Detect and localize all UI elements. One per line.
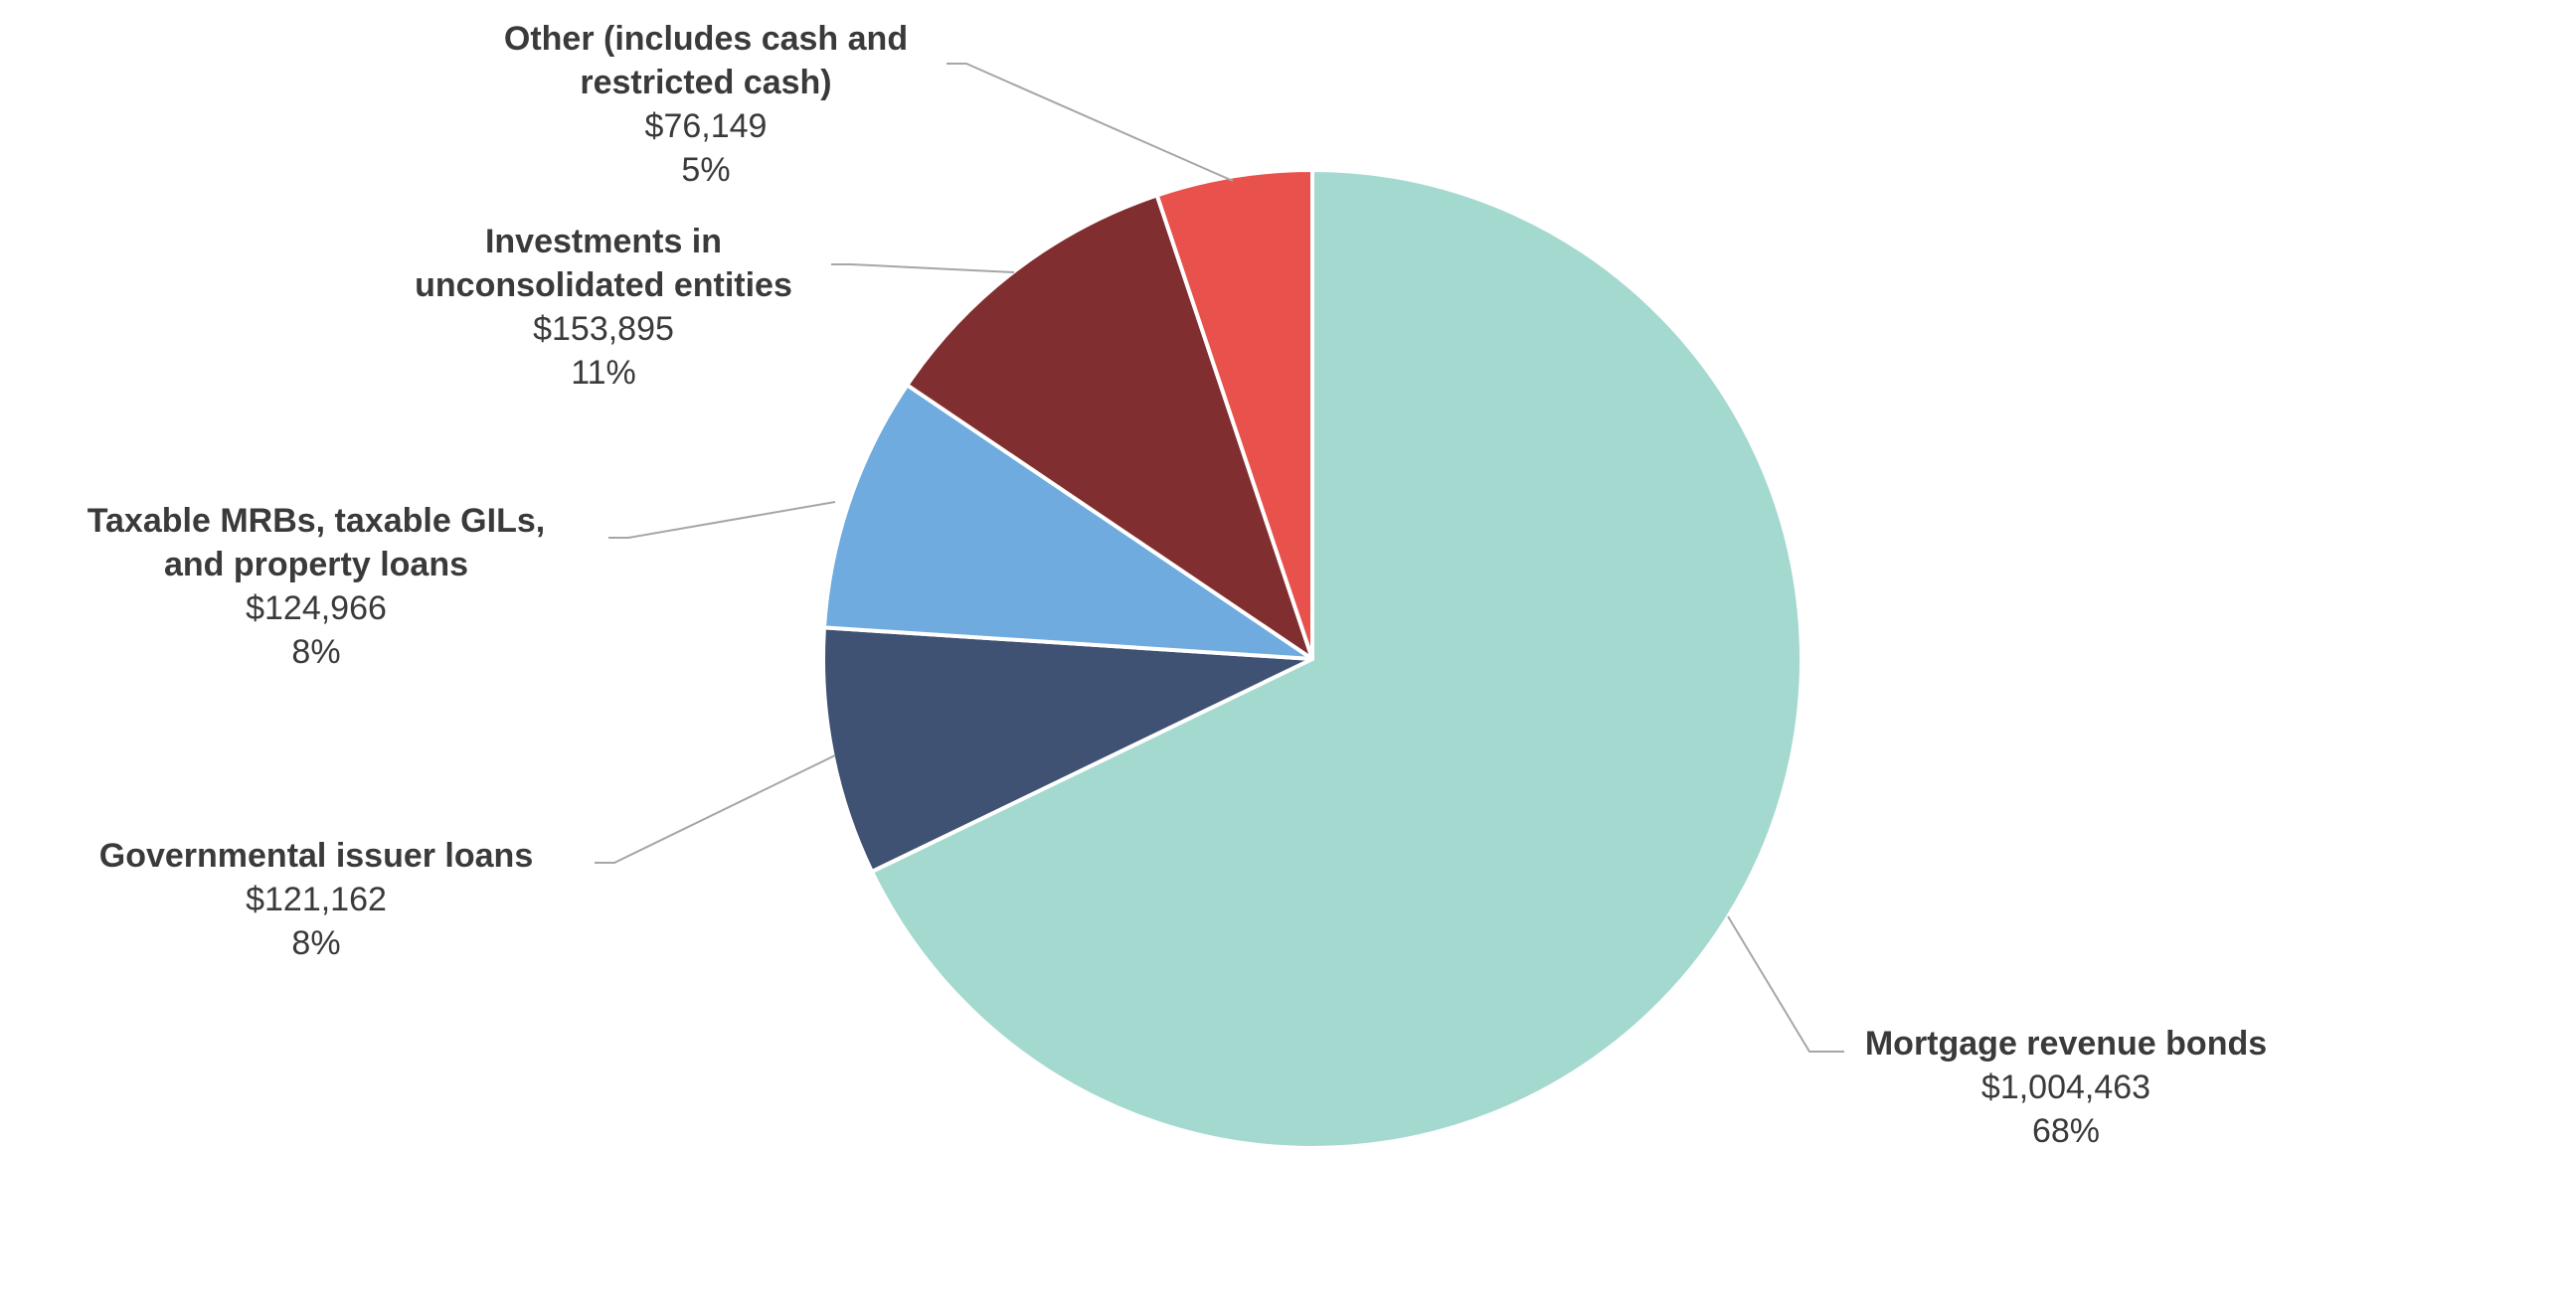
pie-slice-2 (822, 383, 1314, 661)
leader-line-4 (946, 63, 1234, 182)
leader-line-3 (831, 263, 1015, 273)
slice-0-name-label: Mortgage revenue bonds (1865, 1025, 2267, 1063)
slice-label-0: Mortgage revenue bonds $1,004,463 68% (1865, 1025, 2267, 1150)
pie-slice-4 (1154, 168, 1314, 661)
slice-label-2: Taxable MRBs, taxable GILs, and property … (87, 502, 545, 671)
slice-4-name-label: restricted cash) (580, 64, 831, 101)
slice-1-percent-label: 8% (291, 924, 340, 962)
pie-slice-3 (905, 193, 1314, 661)
pie-slice-1 (821, 625, 1314, 874)
slice-label-4: Other (includes cash and restricted cash)… (504, 20, 908, 189)
slice-0-value-label: $1,004,463 (1981, 1068, 2150, 1106)
slice-0-percent-label: 68% (2032, 1112, 2100, 1150)
slice-2-value-label: $124,966 (246, 589, 387, 627)
slice-1-value-label: $121,162 (246, 881, 387, 918)
leader-line-2 (608, 501, 836, 539)
slice-label-3: Investments in unconsolidated entities $15… (415, 223, 792, 392)
slice-3-name-label: Investments in (485, 223, 722, 260)
pie-slice-0 (869, 168, 1803, 1150)
slice-4-percent-label: 5% (681, 151, 730, 189)
slice-2-name-label: Taxable MRBs, taxable GILs, (87, 502, 545, 540)
leader-lines (595, 63, 1844, 1053)
leader-line-0 (1727, 915, 1844, 1053)
slice-labels: Mortgage revenue bonds $1,004,463 68% Gover… (87, 20, 2267, 1150)
slice-label-1: Governmental issuer loans $121,162 8% (99, 837, 534, 962)
pie-slices (821, 168, 1803, 1150)
slice-3-percent-label: 11% (571, 354, 636, 392)
leader-line-1 (595, 754, 836, 864)
slice-3-value-label: $153,895 (533, 310, 674, 348)
slice-3-name-label: unconsolidated entities (415, 266, 792, 304)
slice-4-name-label: Other (includes cash and (504, 20, 908, 58)
slice-2-name-label: and property loans (164, 546, 468, 583)
slice-4-value-label: $76,149 (645, 107, 768, 145)
slice-2-percent-label: 8% (291, 633, 340, 671)
slice-1-name-label: Governmental issuer loans (99, 837, 534, 875)
